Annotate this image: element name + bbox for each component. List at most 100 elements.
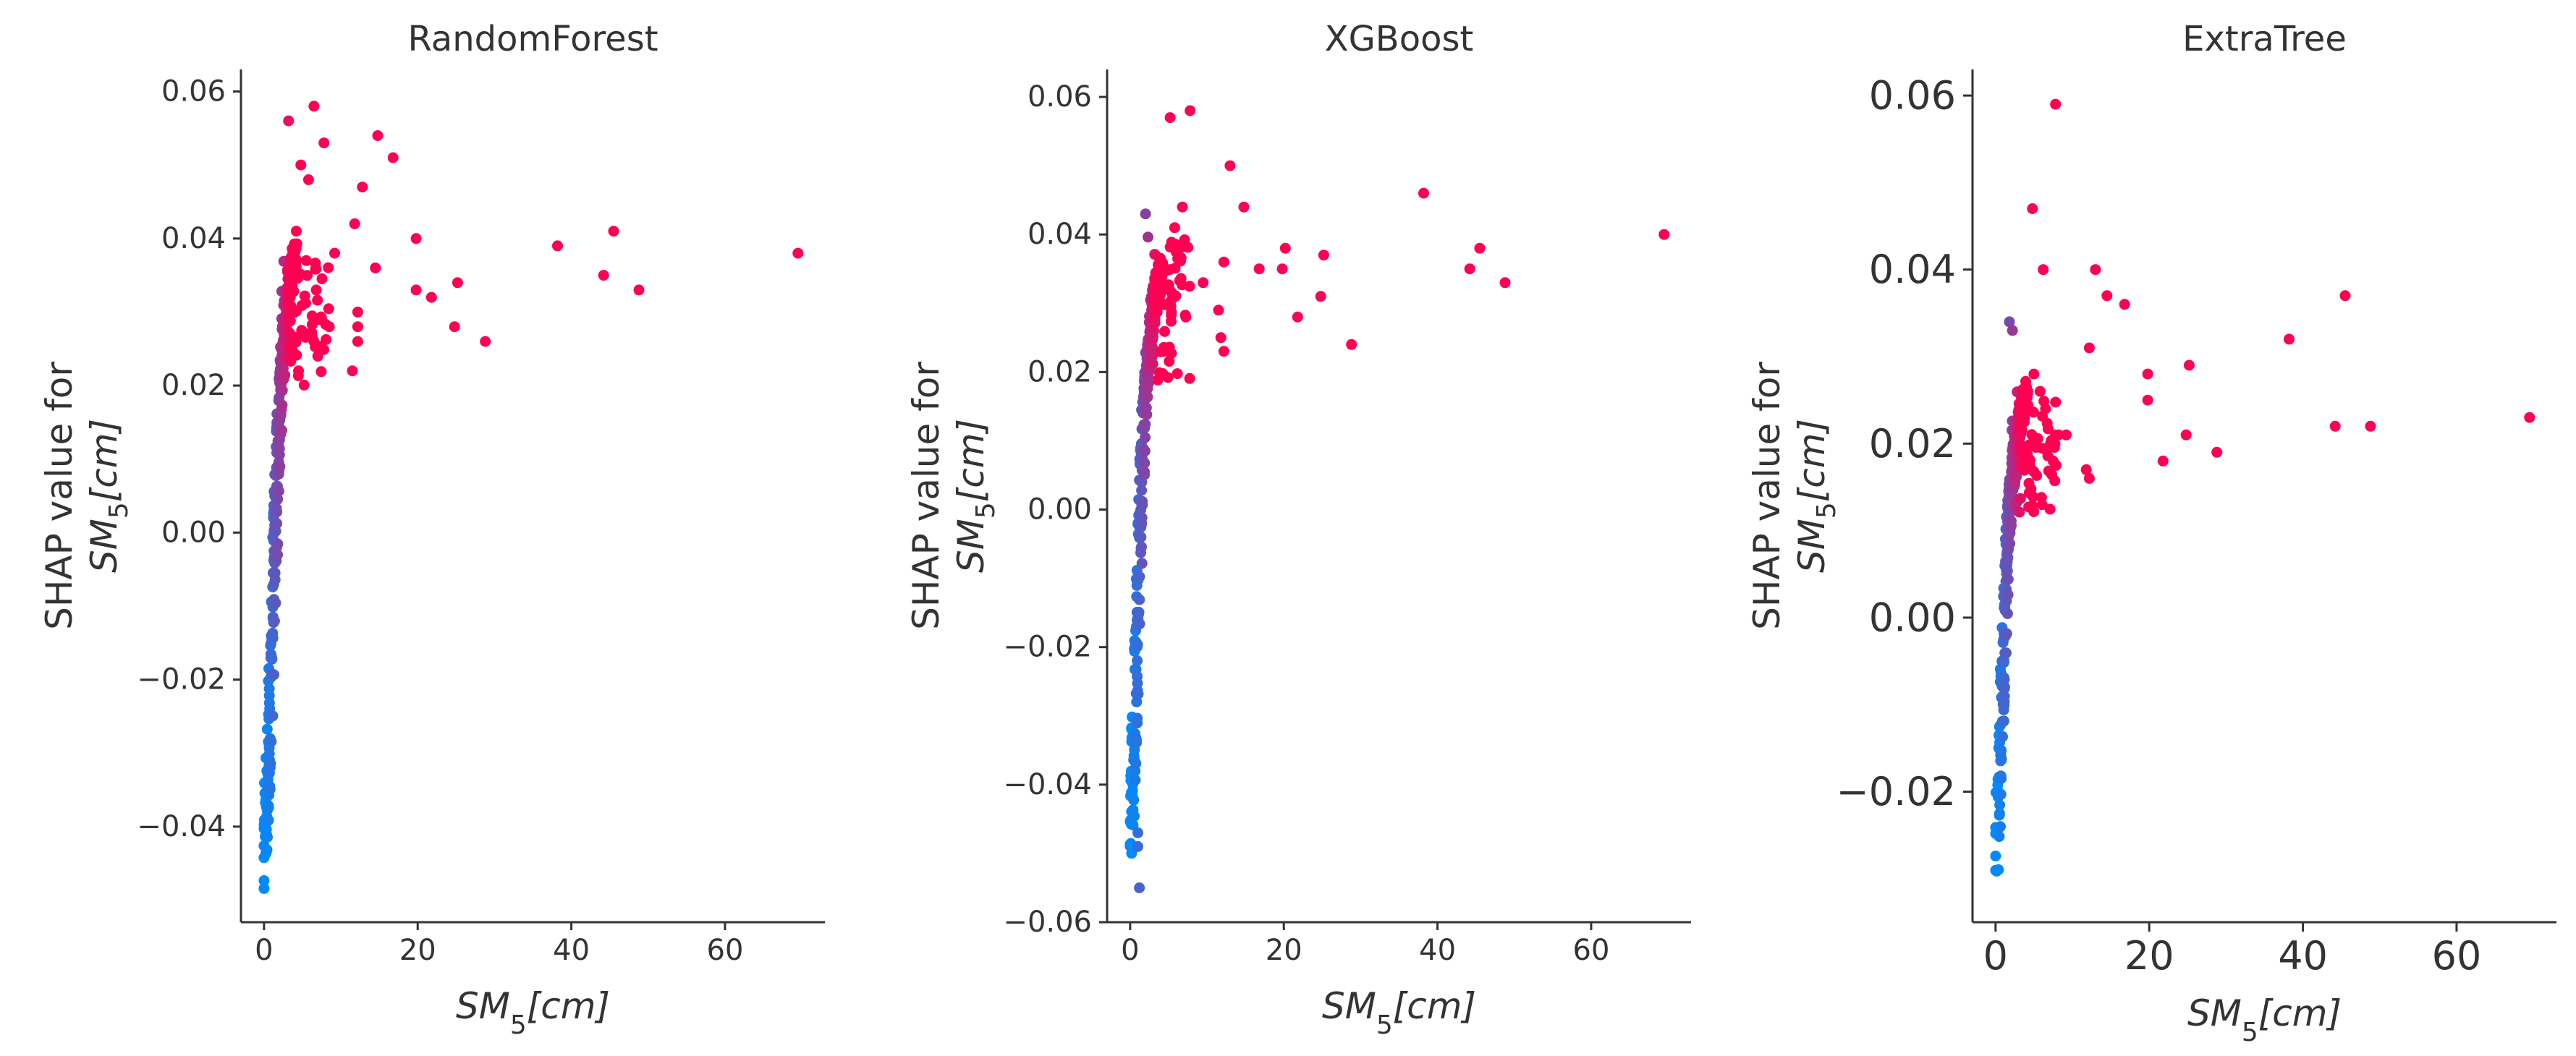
data-point <box>1164 112 1176 124</box>
data-point <box>2019 412 2030 424</box>
data-point <box>279 370 291 381</box>
data-point <box>425 291 437 303</box>
data-point <box>1996 773 2007 784</box>
data-point <box>2001 628 2012 639</box>
data-point <box>268 669 279 681</box>
y-tick-label: 0.02 <box>1028 355 1092 388</box>
data-point <box>2339 290 2351 302</box>
data-point <box>258 875 270 886</box>
data-point <box>1132 689 1144 699</box>
data-point <box>1149 317 1161 328</box>
data-point <box>291 349 302 361</box>
data-point <box>449 321 460 333</box>
data-point <box>2011 471 2022 482</box>
y-tick-label: −0.02 <box>1836 769 1956 814</box>
data-point <box>1499 277 1511 289</box>
data-point <box>2211 446 2223 458</box>
data-point <box>276 425 287 436</box>
data-point <box>1346 338 1357 350</box>
data-point <box>2007 325 2018 336</box>
data-point <box>262 832 273 843</box>
data-point <box>2028 491 2039 503</box>
data-point <box>1180 311 1192 323</box>
data-point <box>321 334 332 345</box>
data-point <box>1147 358 1158 370</box>
data-point <box>1998 715 2009 727</box>
data-point <box>2083 472 2095 484</box>
data-point <box>318 344 329 355</box>
data-point <box>1474 242 1486 254</box>
data-point <box>266 736 277 747</box>
data-point <box>1990 851 2001 861</box>
data-point <box>1139 466 1150 477</box>
data-point <box>1166 347 1177 359</box>
data-point <box>1218 256 1229 268</box>
data-point <box>310 263 322 275</box>
data-point <box>2036 499 2048 511</box>
data-point <box>1292 311 1303 323</box>
data-point <box>410 284 422 296</box>
data-point <box>1218 346 1229 357</box>
data-point <box>2014 493 2026 504</box>
data-point <box>1999 681 2010 693</box>
data-point <box>2180 429 2192 440</box>
x-axis-label: SM5[cm] <box>2187 992 2342 1047</box>
data-point <box>1276 263 1288 275</box>
data-point <box>2014 506 2025 518</box>
data-point <box>272 493 284 505</box>
data-point <box>1143 231 1153 243</box>
data-point <box>1184 281 1195 292</box>
data-point <box>2050 98 2062 110</box>
data-point <box>263 802 274 814</box>
data-point <box>1997 731 2008 742</box>
data-point <box>1132 655 1143 666</box>
x-tick-label: 60 <box>2432 933 2482 979</box>
x-tick-label: 40 <box>1419 934 1456 967</box>
y-tick-label: 0.00 <box>1869 595 1956 640</box>
data-point <box>1169 222 1180 234</box>
y-tick-label: 0.00 <box>161 516 226 549</box>
data-point <box>1134 618 1145 630</box>
data-point <box>1142 391 1153 403</box>
data-point <box>1139 446 1151 457</box>
data-point <box>352 321 363 333</box>
data-point <box>1136 558 1148 569</box>
data-point <box>2183 359 2195 371</box>
data-point <box>276 399 288 411</box>
y-tick-label: −0.04 <box>1003 768 1092 801</box>
data-point <box>1172 368 1183 380</box>
data-point <box>1175 252 1187 263</box>
data-point <box>2049 475 2061 487</box>
data-point <box>1177 201 1188 213</box>
data-point <box>2004 537 2016 549</box>
x-tick-label: 40 <box>2278 933 2328 979</box>
data-point <box>1315 291 1326 302</box>
y-axis-label-line2: SM5[cm] <box>950 419 1001 573</box>
data-point <box>2038 264 2049 276</box>
data-point <box>312 294 323 306</box>
data-point <box>2157 455 2169 467</box>
data-point <box>295 159 307 171</box>
data-point <box>267 632 279 644</box>
x-tick-label: 20 <box>1266 934 1302 967</box>
data-point <box>302 270 313 281</box>
data-point <box>2002 552 2014 563</box>
data-point <box>323 321 335 333</box>
data-point <box>329 247 340 259</box>
data-point <box>2053 429 2064 440</box>
chart-title: XGBoost <box>1325 19 1474 59</box>
data-point <box>1418 187 1429 199</box>
data-point <box>1162 372 1174 383</box>
data-point <box>1139 457 1151 469</box>
data-point <box>300 255 312 266</box>
scatter-points <box>258 101 804 894</box>
data-point <box>2002 589 2014 600</box>
data-point <box>2365 420 2376 432</box>
data-point <box>1159 325 1170 337</box>
data-point <box>1198 277 1209 289</box>
data-point <box>1182 242 1194 253</box>
y-axis-label-line1: SHAP value for <box>905 362 947 630</box>
y-tick-label: 0.00 <box>1028 493 1092 527</box>
data-point <box>352 336 363 347</box>
data-point <box>1134 882 1145 893</box>
